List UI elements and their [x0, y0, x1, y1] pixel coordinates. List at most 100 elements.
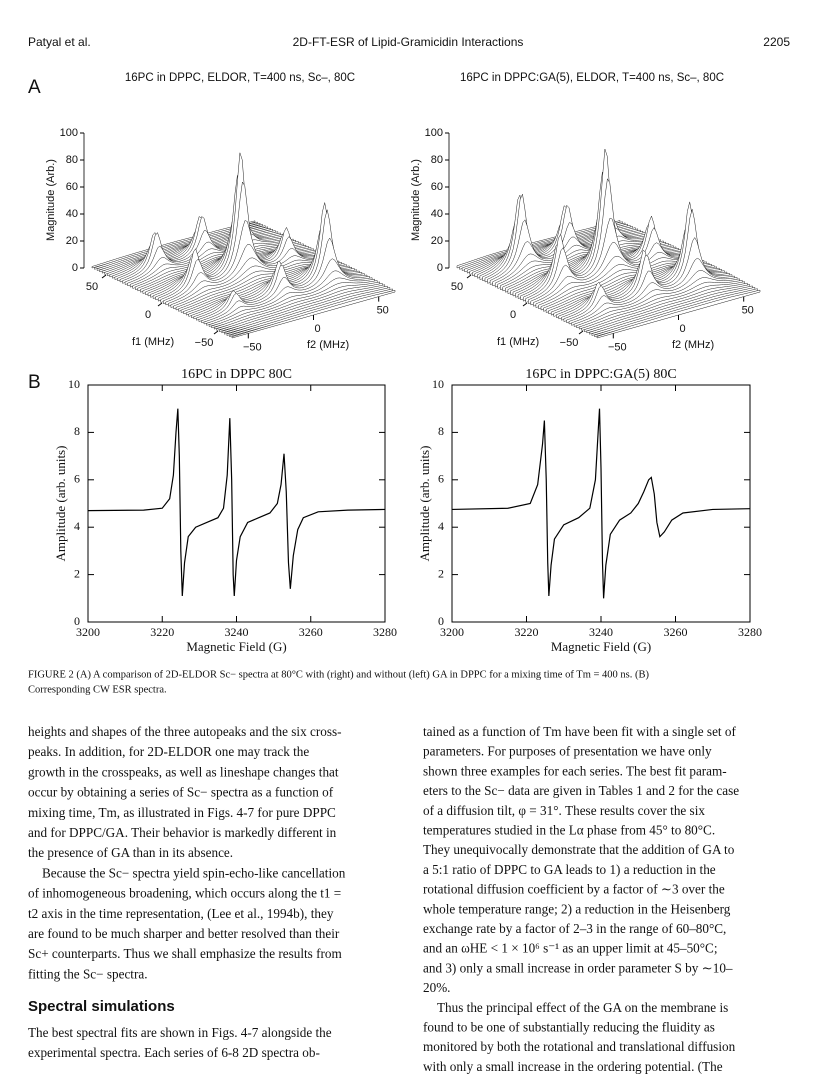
z-axis-label: Magnitude (Arb.) — [45, 159, 57, 241]
body-line: They unequivocally demonstrate that the … — [423, 842, 735, 857]
body-line: fitting the Sc− spectra. — [28, 966, 148, 981]
surface-mesh — [568, 236, 733, 325]
body-line: occur by obtaining a series of Sc− spect… — [28, 785, 334, 800]
z-tick-label: 0 — [437, 262, 443, 274]
f1-axis-label: f1 (MHz) — [132, 336, 174, 348]
f1-tick-label: 0 — [510, 309, 516, 321]
x-tick-label: 3240 — [225, 625, 249, 639]
x-axis-label: Magnetic Field (G) — [186, 639, 286, 654]
x-tick-label: 3220 — [515, 625, 539, 639]
x-tick-label: 3260 — [299, 625, 323, 639]
y-tick-label: 2 — [74, 566, 80, 580]
body-line: The best spectral fits are shown in Figs… — [28, 1025, 332, 1040]
body-line: heights and shapes of the three autopeak… — [28, 724, 341, 739]
f2-axis-label: f2 (MHz) — [307, 339, 349, 351]
caption-line: FIGURE 2 (A) A comparison of 2D-ELDOR Sc… — [28, 669, 649, 680]
f1-tick — [466, 274, 472, 279]
panel-label: A — [28, 77, 41, 98]
y-axis-label: Amplitude (arb. units) — [53, 446, 68, 562]
body-line: peaks. In addition, for 2D-ELDOR one may… — [28, 744, 309, 759]
x-tick-label: 3280 — [738, 625, 762, 639]
f1-tick-label: 0 — [145, 309, 151, 321]
chart-title: 16PC in DPPC 80C — [181, 367, 292, 382]
y-tick-label: 2 — [438, 566, 444, 580]
f2-tick-label: 0 — [679, 323, 685, 335]
z-tick-label: 0 — [72, 262, 78, 274]
y-tick-label: 4 — [438, 519, 444, 533]
body-line: tained as a function of Tm have been fit… — [423, 724, 736, 739]
z-tick-label: 100 — [60, 127, 78, 139]
body-line: with only a small increase in the orderi… — [423, 1059, 723, 1074]
f2-tick-label: −50 — [608, 341, 627, 353]
y-tick-label: 6 — [74, 472, 80, 486]
x-tick-label: 3220 — [150, 625, 174, 639]
surface-mesh — [596, 289, 761, 339]
f1-tick — [578, 330, 584, 335]
f2-axis-label: f2 (MHz) — [672, 339, 714, 351]
plot-frame — [87, 384, 386, 623]
body-line: rotational diffusion coefficient by a fa… — [423, 882, 725, 897]
plot-title: 16PC in DPPC:GA(5), ELDOR, T=400 ns, Sc–… — [460, 72, 724, 84]
f2-tick-label: 0 — [314, 323, 320, 335]
body-line: of inhomogeneous broadening, which occur… — [28, 886, 341, 901]
body-line: Sc+ counterparts. Thus we shall emphasiz… — [28, 946, 342, 961]
surface-mesh — [203, 237, 368, 325]
body-line: found to be one of substantially reducin… — [423, 1020, 715, 1035]
body-line: and 3) only a small increase in order pa… — [423, 960, 733, 975]
y-tick-label: 8 — [438, 424, 444, 438]
body-line: and an ωHE < 1 × 10⁶ s⁻¹ as an upper lim… — [423, 941, 718, 956]
z-tick-label: 80 — [431, 154, 443, 166]
f1-axis-label: f1 (MHz) — [497, 336, 539, 348]
body-line: the presence of GA than in its absence. — [28, 845, 233, 860]
f1-tick-label: 50 — [86, 281, 98, 293]
z-tick-label: 80 — [66, 154, 78, 166]
f1-tick-label: 50 — [451, 281, 463, 293]
surface-mesh — [231, 289, 396, 339]
spectrum-line — [451, 408, 751, 599]
body-line: whole temperature range; 2) a reduction … — [423, 901, 731, 916]
z-tick-label: 40 — [431, 208, 443, 220]
running-title: 2D-FT-ESR of Lipid-Gramicidin Interactio… — [293, 35, 524, 49]
body-line: shown three examples for each series. Th… — [423, 763, 727, 778]
body-line: growth in the crosspeaks, as well as lin… — [28, 764, 339, 779]
body-line: are found to be much sharper and better … — [28, 926, 340, 941]
panel-label: B — [28, 372, 41, 393]
f2-tick-label: 50 — [742, 305, 754, 317]
body-line: eters to the Sc− data are given in Table… — [423, 783, 739, 798]
f1-tick — [101, 274, 107, 279]
f1-tick — [213, 330, 219, 335]
page-number: 2205 — [763, 35, 790, 49]
body-line: and for DPPC/GA. Their behavior is marke… — [28, 825, 337, 840]
f2-tick-label: 50 — [377, 305, 389, 317]
x-tick-label: 3260 — [664, 625, 688, 639]
y-tick-label: 4 — [74, 519, 80, 533]
z-tick-label: 100 — [425, 127, 443, 139]
y-tick-label: 10 — [68, 377, 80, 391]
x-tick-label: 3200 — [76, 625, 100, 639]
f1-tick-label: −50 — [195, 337, 214, 349]
body-line: exchange rate by a factor of 2–3 in the … — [423, 921, 726, 936]
z-tick-label: 20 — [66, 235, 78, 247]
y-axis-label: Amplitude (arb. units) — [417, 446, 432, 562]
x-axis-label: Magnetic Field (G) — [551, 639, 651, 654]
body-line: of a diffusion tilt, φ = 31°. These resu… — [423, 803, 705, 818]
plot-title: 16PC in DPPC, ELDOR, T=400 ns, Sc–, 80C — [125, 72, 355, 84]
f2-tick-label: −50 — [243, 341, 262, 353]
spectrum-line — [87, 408, 386, 596]
chart-title: 16PC in DPPC:GA(5) 80C — [525, 367, 676, 382]
body-line: 20%. — [423, 980, 450, 995]
z-tick-label: 40 — [66, 208, 78, 220]
body-line: monitored by both the rotational and tra… — [423, 1039, 736, 1054]
body-line: mixing time, Tm, as illustrated in Figs.… — [28, 805, 336, 820]
body-line: t2 axis in the time representation, (Lee… — [28, 906, 334, 921]
y-tick-label: 8 — [74, 424, 80, 438]
z-tick-label: 60 — [66, 181, 78, 193]
caption-line: Corresponding CW ESR spectra. — [28, 684, 167, 695]
z-tick-label: 20 — [431, 235, 443, 247]
y-tick-label: 6 — [438, 472, 444, 486]
y-tick-label: 10 — [432, 377, 444, 391]
running-authors: Patyal et al. — [28, 35, 91, 49]
z-axis-label: Magnitude (Arb.) — [410, 159, 422, 241]
body-line: a 5:1 ratio of DPPC to GA leads to 1) a … — [423, 862, 716, 877]
